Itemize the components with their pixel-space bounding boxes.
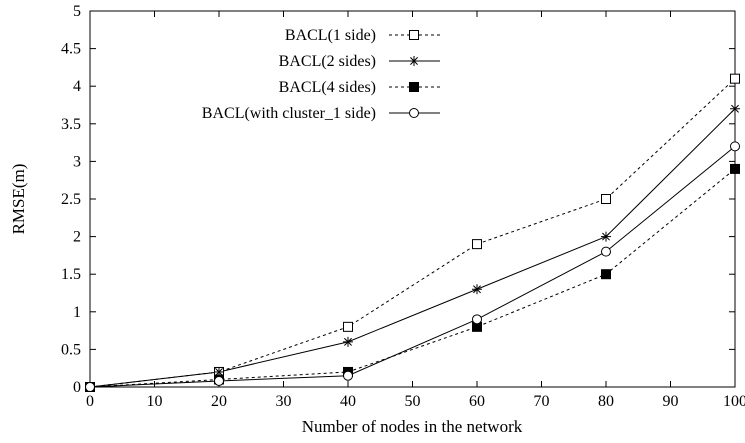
plot-frame [89, 10, 736, 388]
data-point-series-4 [730, 141, 740, 152]
data-point-series-4 [601, 246, 611, 257]
y-tick-label: 3 [73, 153, 81, 170]
data-point-series-4 [472, 314, 482, 325]
data-point-series-4 [343, 370, 353, 381]
y-tick-label: 2.5 [61, 191, 81, 208]
series-line-1 [89, 78, 736, 388]
x-tick-label: 60 [469, 393, 485, 410]
x-tick-labels: 0 10 20 30 40 50 60 70 80 90 100 [86, 393, 745, 410]
series-line-4 [89, 145, 736, 388]
series-line-3 [89, 168, 736, 388]
y-tick-label: 2 [73, 229, 81, 246]
x-tick-label: 70 [534, 393, 550, 410]
x-tick-label: 100 [723, 393, 745, 410]
data-point-series-2 [472, 284, 482, 295]
data-point-series-1 [730, 73, 740, 84]
data-point-series-1 [472, 239, 482, 250]
y-tick-label: 4.5 [61, 41, 81, 58]
y-tick-label: 5 [73, 3, 81, 20]
series-lines [89, 78, 736, 388]
data-point-series-2 [343, 336, 353, 347]
y-tick-label: 0.5 [61, 341, 81, 358]
data-point-series-4 [85, 382, 95, 392]
x-tick-label: 80 [598, 393, 614, 410]
data-point-series-3 [730, 163, 740, 174]
legend-label-1: BACL(1 side) [285, 27, 376, 44]
data-point-series-3 [601, 269, 611, 280]
y-tick-label: 0 [73, 379, 81, 396]
x-tick-label: 20 [211, 393, 227, 410]
legend-swatch-marker-4 [409, 108, 419, 118]
data-point-series-2 [730, 103, 740, 114]
series-line-2 [89, 108, 736, 388]
x-axis-title: Number of nodes in the network [302, 417, 523, 436]
x-tick-label: 40 [340, 393, 356, 410]
axis-ticks [89, 10, 736, 388]
y-tick-label: 1 [73, 304, 81, 321]
legend-label-2: BACL(2 sides) [279, 53, 376, 70]
legend-label-4: BACL(with cluster_1 side) [202, 105, 376, 122]
data-point-series-4 [214, 375, 224, 386]
y-tick-label: 1.5 [61, 266, 81, 283]
y-axis-title: RMSE(m) [9, 164, 28, 235]
data-point-series-2 [601, 231, 611, 242]
legend-label-3: BACL(4 sides) [279, 79, 376, 96]
data-point-series-1 [601, 194, 611, 204]
y-tick-labels: 0 0.5 1 1.5 2 2.5 3 3.5 4 4.5 5 [61, 3, 81, 396]
x-tick-label: 10 [147, 393, 163, 410]
legend-swatch-marker-1 [409, 30, 419, 40]
x-tick-label: 90 [663, 393, 679, 410]
legend-swatch-marker-2 [409, 56, 419, 66]
y-tick-label: 3.5 [61, 116, 81, 133]
y-tick-label: 4 [73, 78, 81, 95]
legend-swatch-marker-3 [409, 82, 419, 92]
x-tick-label: 50 [405, 393, 421, 410]
x-tick-label: 30 [276, 393, 292, 410]
legend: BACL(1 side) BACL(2 sides) BACL(4 sides) BA… [202, 27, 440, 122]
x-tick-label: 0 [86, 393, 94, 410]
series-markers [85, 73, 740, 392]
data-point-series-1 [343, 321, 353, 332]
